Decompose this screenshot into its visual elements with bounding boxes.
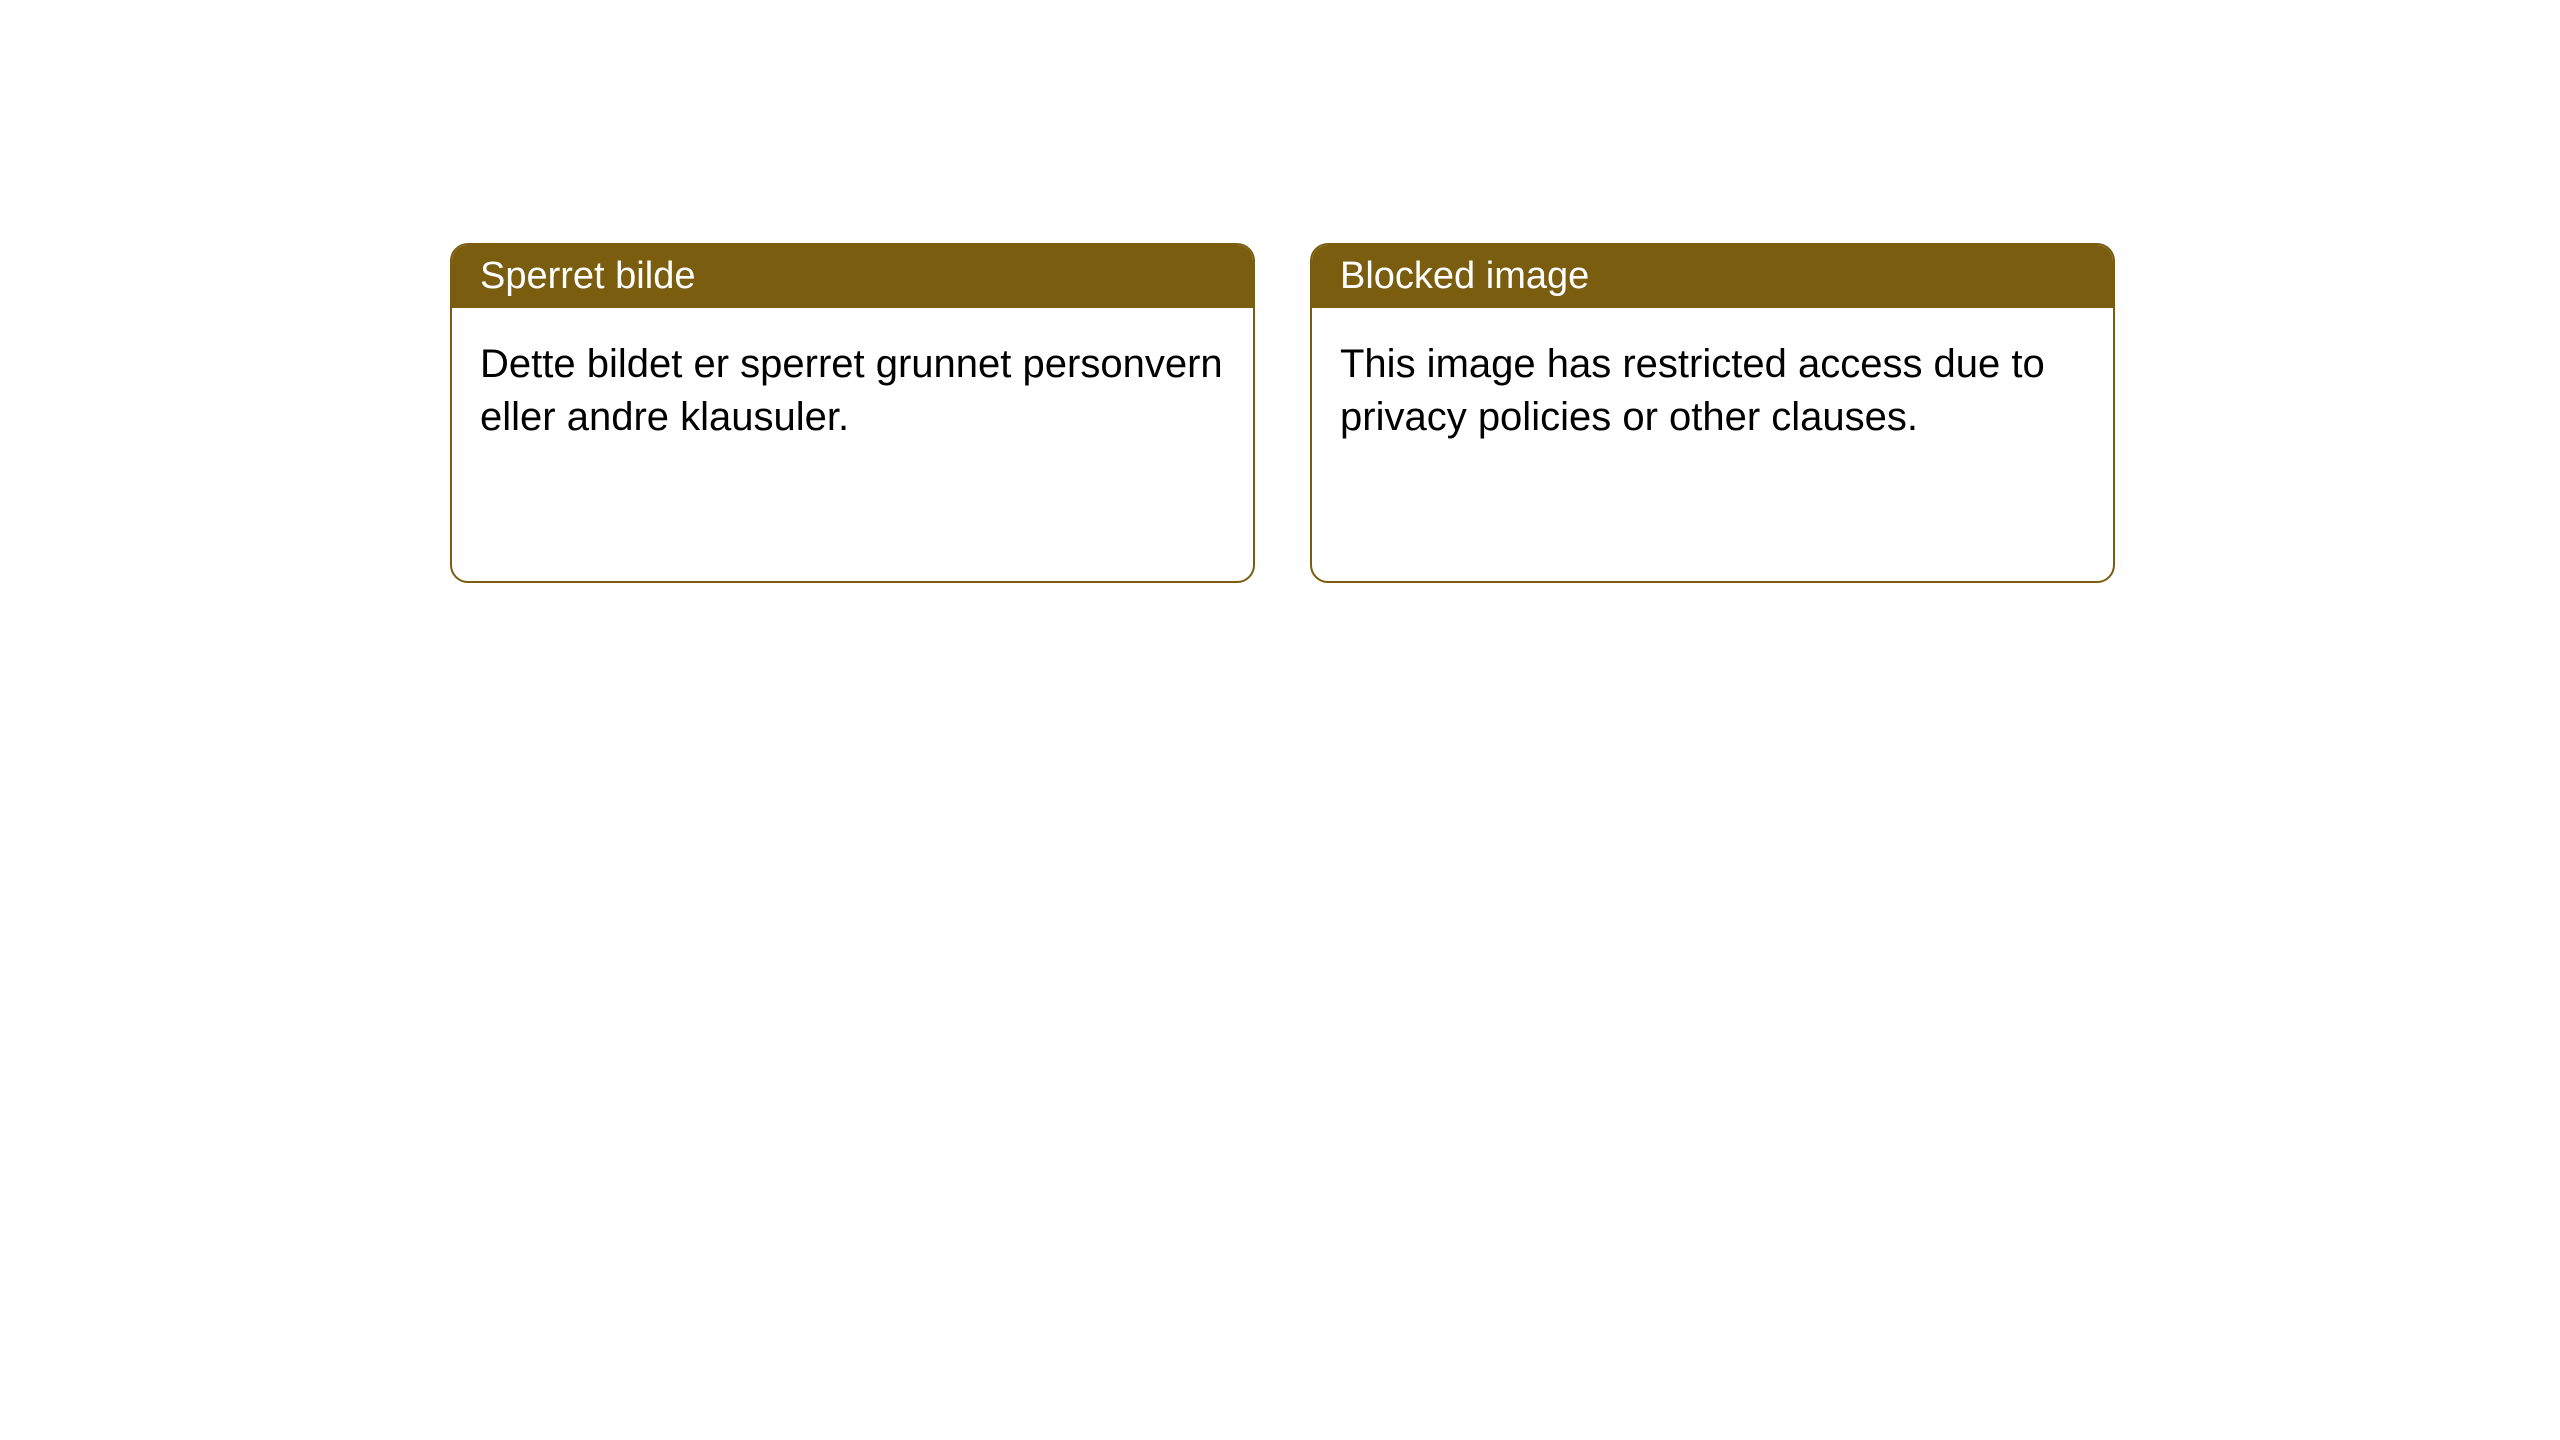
notice-title-english: Blocked image (1312, 245, 2113, 308)
notice-body-english: This image has restricted access due to … (1312, 308, 2113, 474)
notice-body-norwegian: Dette bildet er sperret grunnet personve… (452, 308, 1253, 474)
notice-title-norwegian: Sperret bilde (452, 245, 1253, 308)
notice-container: Sperret bilde Dette bildet er sperret gr… (450, 243, 2115, 583)
notice-card-norwegian: Sperret bilde Dette bildet er sperret gr… (450, 243, 1255, 583)
notice-card-english: Blocked image This image has restricted … (1310, 243, 2115, 583)
